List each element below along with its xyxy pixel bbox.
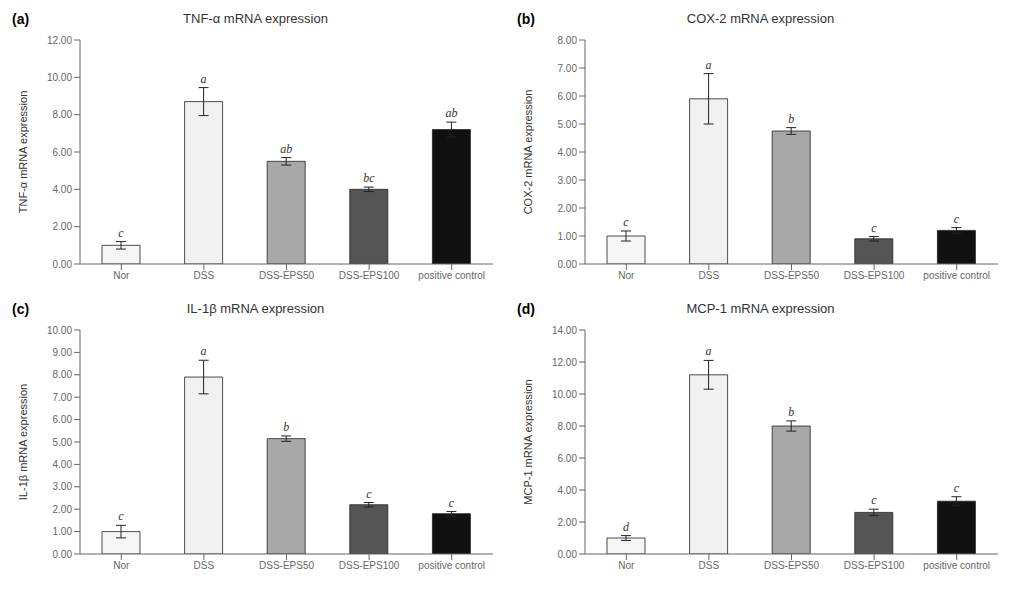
svg-text:positive control: positive control xyxy=(923,560,990,571)
svg-text:1.00: 1.00 xyxy=(53,526,73,537)
html-text:(b): (b) xyxy=(517,11,535,27)
svg-text:d: d xyxy=(623,520,630,534)
svg-text:a: a xyxy=(201,72,207,86)
svg-text:DSS: DSS xyxy=(699,270,720,281)
svg-text:12.00: 12.00 xyxy=(47,35,72,46)
svg-text:b: b xyxy=(283,420,289,434)
svg-text:b: b xyxy=(788,405,794,419)
svg-text:DSS: DSS xyxy=(699,560,720,571)
html-text:IL-1β mRNA expression: IL-1β mRNA expression xyxy=(186,301,325,316)
svg-text:c: c xyxy=(871,493,877,507)
svg-text:2.00: 2.00 xyxy=(558,203,578,214)
svg-text:a: a xyxy=(706,58,712,72)
svg-text:bc: bc xyxy=(363,171,375,185)
svg-text:DSS-EPS100: DSS-EPS100 xyxy=(339,560,400,571)
svg-text:3.00: 3.00 xyxy=(558,175,578,186)
svg-text:12.00: 12.00 xyxy=(552,357,577,368)
svg-text:6.00: 6.00 xyxy=(558,91,578,102)
svg-text:0.00: 0.00 xyxy=(53,549,73,560)
svg-text:c: c xyxy=(871,221,877,235)
svg-text:8.00: 8.00 xyxy=(53,369,73,380)
svg-text:positive control: positive control xyxy=(923,270,990,281)
svg-text:4.00: 4.00 xyxy=(558,485,578,496)
svg-text:DSS-EPS100: DSS-EPS100 xyxy=(844,560,905,571)
svg-text:3.00: 3.00 xyxy=(53,481,73,492)
html-text:MCP-1 mRNA expression: MCP-1 mRNA expression xyxy=(686,301,835,316)
svg-text:Nor: Nor xyxy=(618,560,635,571)
svg-text:8.00: 8.00 xyxy=(558,421,578,432)
svg-text:10.00: 10.00 xyxy=(552,389,577,400)
html-text:(a): (a) xyxy=(12,11,30,27)
svg-text:b: b xyxy=(788,112,794,126)
svg-text:6.00: 6.00 xyxy=(53,147,73,158)
html-text:(d): (d) xyxy=(517,301,535,317)
svg-text:10.00: 10.00 xyxy=(47,72,72,83)
svg-text:TNF-α mRNA expression: TNF-α mRNA expression xyxy=(17,91,29,214)
svg-text:4.00: 4.00 xyxy=(53,184,73,195)
svg-text:2.00: 2.00 xyxy=(53,221,73,232)
svg-text:4.00: 4.00 xyxy=(558,147,578,158)
svg-text:5.00: 5.00 xyxy=(53,437,73,448)
svg-text:6.00: 6.00 xyxy=(558,453,578,464)
svg-text:2.00: 2.00 xyxy=(558,517,578,528)
svg-text:7.00: 7.00 xyxy=(558,63,578,74)
html-text:TNF-α mRNA expression: TNF-α mRNA expression xyxy=(183,11,328,26)
svg-text:MCP-1 mRNA expression: MCP-1 mRNA expression xyxy=(522,379,534,504)
svg-text:0.00: 0.00 xyxy=(53,259,73,270)
svg-text:0.00: 0.00 xyxy=(558,549,578,560)
svg-text:8.00: 8.00 xyxy=(53,109,73,120)
svg-text:a: a xyxy=(201,344,207,358)
html-text:(c): (c) xyxy=(12,301,30,317)
svg-text:c: c xyxy=(954,212,960,226)
svg-text:c: c xyxy=(118,509,124,523)
html-text:COX-2 mRNA expression: COX-2 mRNA expression xyxy=(686,11,835,26)
svg-text:DSS-EPS50: DSS-EPS50 xyxy=(764,270,819,281)
svg-text:DSS-EPS50: DSS-EPS50 xyxy=(259,270,314,281)
svg-text:c: c xyxy=(623,215,629,229)
svg-text:7.00: 7.00 xyxy=(53,392,73,403)
svg-text:c: c xyxy=(118,226,124,240)
svg-text:10.00: 10.00 xyxy=(47,325,72,336)
svg-text:2.00: 2.00 xyxy=(53,504,73,515)
svg-text:0.00: 0.00 xyxy=(558,259,578,270)
svg-text:DSS-EPS50: DSS-EPS50 xyxy=(764,560,819,571)
svg-text:DSS-EPS100: DSS-EPS100 xyxy=(339,270,400,281)
svg-text:DSS-EPS100: DSS-EPS100 xyxy=(844,270,905,281)
svg-text:4.00: 4.00 xyxy=(53,459,73,470)
svg-text:c: c xyxy=(366,487,372,501)
svg-text:1.00: 1.00 xyxy=(558,231,578,242)
svg-text:ab: ab xyxy=(280,142,292,156)
svg-text:COX-2 mRNA expression: COX-2 mRNA expression xyxy=(522,90,534,215)
svg-text:DSS: DSS xyxy=(194,270,215,281)
svg-text:DSS: DSS xyxy=(194,560,215,571)
svg-text:6.00: 6.00 xyxy=(53,414,73,425)
svg-text:c: c xyxy=(954,481,960,495)
svg-text:Nor: Nor xyxy=(113,560,130,571)
svg-text:5.00: 5.00 xyxy=(558,119,578,130)
svg-text:8.00: 8.00 xyxy=(558,35,578,46)
svg-text:c: c xyxy=(449,496,455,510)
svg-text:Nor: Nor xyxy=(618,270,635,281)
svg-text:positive control: positive control xyxy=(418,560,485,571)
svg-text:DSS-EPS50: DSS-EPS50 xyxy=(259,560,314,571)
svg-text:IL-1β mRNA expression: IL-1β mRNA expression xyxy=(17,384,29,500)
svg-text:Nor: Nor xyxy=(113,270,130,281)
svg-text:positive control: positive control xyxy=(418,270,485,281)
svg-text:14.00: 14.00 xyxy=(552,325,577,336)
svg-text:ab: ab xyxy=(445,106,457,120)
svg-text:9.00: 9.00 xyxy=(53,347,73,358)
svg-text:a: a xyxy=(706,344,712,358)
